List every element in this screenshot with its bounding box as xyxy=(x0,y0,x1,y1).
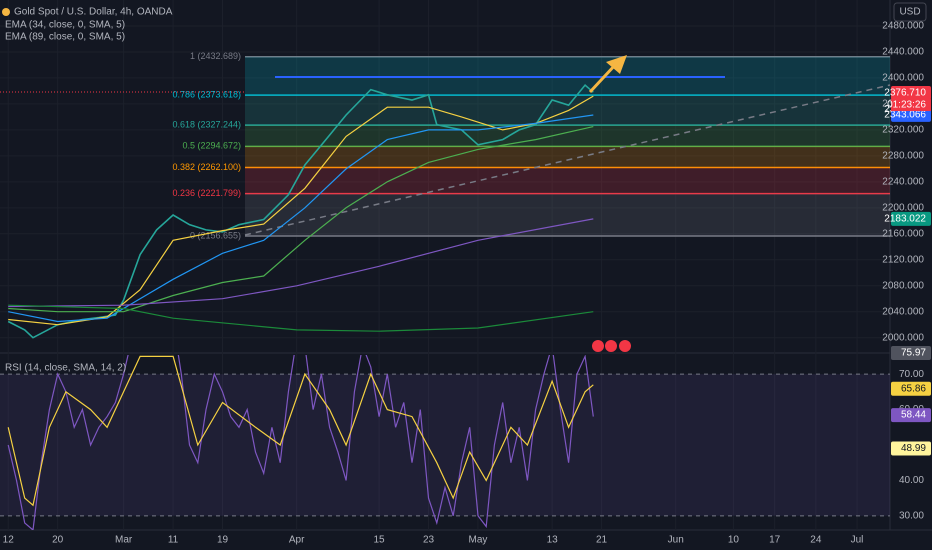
price-tag-label: 65.86 xyxy=(901,383,926,394)
x-tick-label: 23 xyxy=(423,535,435,546)
y-tick-label: 2320.000 xyxy=(882,125,924,136)
x-tick-label: Jun xyxy=(668,535,684,546)
fib-zone xyxy=(245,125,890,147)
fib-zone xyxy=(245,56,890,96)
x-tick-label: 15 xyxy=(374,535,386,546)
y-tick-label: 2120.000 xyxy=(882,254,924,265)
arrow-head xyxy=(606,55,627,74)
x-tick-label: 19 xyxy=(217,535,229,546)
legend-entry: EMA (89, close, 0, SMA, 5) xyxy=(5,32,125,43)
series-line xyxy=(8,114,594,323)
price-tag-label: 2343.066 xyxy=(884,110,926,121)
rsi-pane xyxy=(0,355,890,530)
x-tick-label: Mar xyxy=(115,535,133,546)
x-tick-label: 10 xyxy=(728,535,740,546)
arrow-shaft xyxy=(588,62,618,94)
x-tick-label: 17 xyxy=(769,535,781,546)
y-tick-label: 2400.000 xyxy=(882,73,924,84)
event-icon[interactable] xyxy=(619,340,631,352)
y-tick-label: 2480.000 xyxy=(882,21,924,32)
y-tick-label: 2160.000 xyxy=(882,228,924,239)
x-tick-label: Jul xyxy=(851,535,864,546)
price-tag xyxy=(891,381,931,396)
y-tick-label: 2200.000 xyxy=(882,202,924,213)
event-icon[interactable] xyxy=(592,340,604,352)
series-line xyxy=(7,355,594,530)
price-tag xyxy=(891,441,931,456)
indicator-title: RSI (14, close, SMA, 14, 2) xyxy=(5,363,126,374)
series-line xyxy=(8,95,594,326)
fib-label: 0.618 (2327.244) xyxy=(172,120,241,130)
event-icons[interactable] xyxy=(592,340,631,352)
y-tick-label: 30.00 xyxy=(899,510,924,521)
currency-box[interactable] xyxy=(893,2,927,22)
fib-label: 0 (2156.655) xyxy=(190,230,241,240)
fib-label: 0.5 (2294.672) xyxy=(182,141,241,151)
price-tag-label: 2376.710 xyxy=(884,88,926,99)
y-tick-label: 70.00 xyxy=(899,369,924,380)
fib-zone xyxy=(245,167,890,194)
symbol-icon xyxy=(2,8,10,16)
x-tick-label: 13 xyxy=(547,535,559,546)
price-tag xyxy=(891,211,931,226)
price-pane xyxy=(7,83,594,339)
symbol-title: Gold Spot / U.S. Dollar, 4h, OANDA xyxy=(14,7,173,18)
countdown-box xyxy=(891,99,931,112)
y-tick-label: 40.00 xyxy=(899,475,924,486)
price-tag xyxy=(891,345,931,360)
series-line xyxy=(8,126,594,313)
fib-label: 0.382 (2262.100) xyxy=(172,162,241,172)
price-tag xyxy=(891,107,931,122)
x-tick-label: 24 xyxy=(810,535,822,546)
fib-label: 0.236 (2221.799) xyxy=(172,188,241,198)
y-tick-label: 2040.000 xyxy=(882,306,924,317)
y-tick-label: 2440.000 xyxy=(882,47,924,58)
x-tick-label: 12 xyxy=(3,535,15,546)
series-line xyxy=(8,218,594,308)
price-tag xyxy=(891,408,931,423)
y-tick-label: 2280.000 xyxy=(882,151,924,162)
trend-line xyxy=(244,84,891,236)
fib-label: 0.786 (2373.618) xyxy=(172,89,241,99)
currency[interactable]: USD xyxy=(899,7,920,18)
fib-label: 1 (2432.689) xyxy=(190,51,241,61)
price-tag-label: 2183.022 xyxy=(884,213,926,224)
price-tag-label: 48.99 xyxy=(901,443,926,454)
axes: 12 20 Mar 11 19 Apr 15 23 May 13 21 Jun 10 17 24 Jul 200… xyxy=(3,21,931,546)
x-tick-label: May xyxy=(469,535,488,546)
x-tick-label: 21 xyxy=(596,535,608,546)
fib-zone xyxy=(245,146,890,168)
series-line xyxy=(7,355,594,507)
fib-retracement: 1 (2432.689) 0.786 (2373.618) 0.618 (2327.… xyxy=(172,51,890,240)
event-icon[interactable] xyxy=(605,340,617,352)
arrow xyxy=(588,55,627,94)
fib-zone xyxy=(245,193,890,236)
x-tick-label: Apr xyxy=(289,535,305,546)
price-tag xyxy=(891,86,931,101)
x-tick-label: 11 xyxy=(168,535,179,546)
price-tag-label: 58.44 xyxy=(901,410,926,421)
y-tick-label: 2240.000 xyxy=(882,176,924,187)
y-tick-label: 2000.000 xyxy=(882,332,924,343)
price-tag-label: 75.97 xyxy=(901,348,926,359)
x-tick-label: 20 xyxy=(52,535,64,546)
y-tick-label: 2080.000 xyxy=(882,280,924,291)
legend-entry: EMA (34, close, 0, SMA, 5) xyxy=(5,20,125,31)
rsi-band xyxy=(0,374,890,516)
countdown: 01:23:26 xyxy=(887,100,926,111)
series-line xyxy=(8,304,594,332)
